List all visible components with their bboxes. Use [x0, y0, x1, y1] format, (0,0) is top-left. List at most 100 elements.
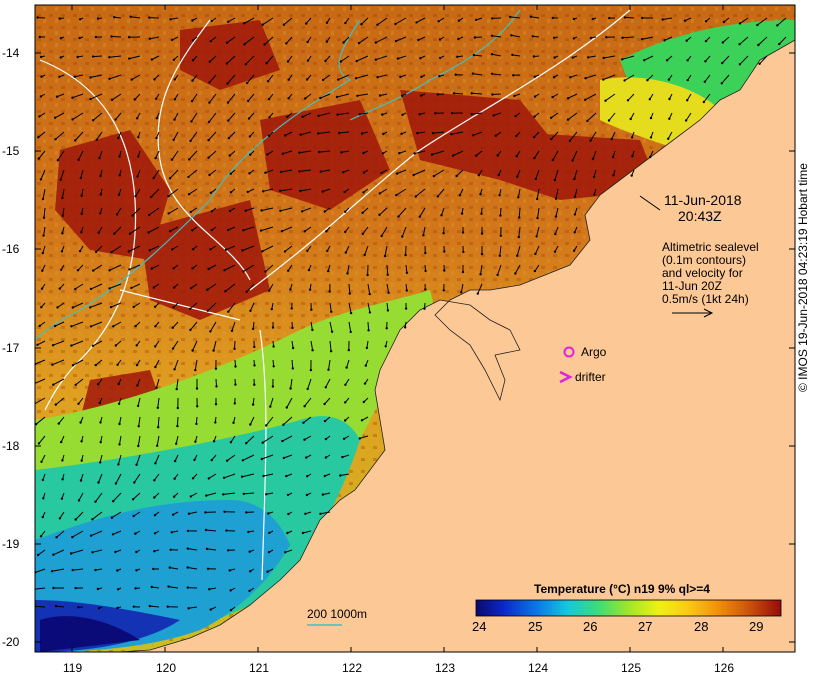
- velocity-arrow-head: [573, 231, 576, 234]
- velocity-arrow-head: [118, 174, 121, 177]
- velocity-arrow-head: [324, 386, 327, 389]
- velocity-arrow: [132, 492, 141, 500]
- velocity-arrow-head: [738, 43, 741, 46]
- velocity-arrow-head: [344, 251, 347, 254]
- velocity-arrow: [290, 378, 293, 389]
- velocity-arrow: [307, 378, 312, 390]
- velocity-arrow: [148, 226, 160, 233]
- velocity-arrow-head: [442, 289, 445, 292]
- velocity-arrow-head: [61, 232, 64, 235]
- velocity-arrow: [95, 245, 103, 253]
- velocity-arrow-head: [152, 286, 155, 289]
- velocity-arrow-head: [310, 308, 313, 311]
- velocity-arrow-head: [207, 120, 211, 124]
- velocity-arrow: [92, 264, 103, 272]
- velocity-arrow: [151, 586, 160, 589]
- velocity-arrow-head: [319, 512, 322, 515]
- velocity-arrow: [491, 53, 502, 57]
- velocity-arrow-head: [458, 193, 462, 197]
- velocity-arrow: [592, 150, 597, 160]
- velocity-arrow-head: [451, 154, 455, 157]
- velocity-arrow-head: [130, 78, 133, 81]
- velocity-arrow: [554, 226, 559, 235]
- velocity-arrow-head: [74, 586, 77, 590]
- velocity-arrow: [37, 131, 46, 138]
- velocity-arrow-head: [573, 195, 577, 198]
- velocity-arrow-head: [108, 269, 111, 272]
- velocity-arrow-head: [227, 136, 231, 140]
- velocity-arrow: [611, 131, 616, 140]
- altimetry-description: Altimetric sealevel (0.1m contours) and …: [662, 241, 759, 306]
- velocity-arrow-head: [233, 402, 236, 405]
- lat-label: -14: [2, 46, 20, 60]
- velocity-arrow-head: [77, 158, 80, 161]
- velocity-arrow-head: [668, 117, 671, 121]
- velocity-arrow-head: [593, 193, 596, 196]
- velocity-arrow-head: [228, 209, 232, 213]
- velocity-arrow-head: [209, 191, 213, 194]
- velocity-arrow-head: [553, 178, 557, 182]
- velocity-arrow-head: [303, 230, 306, 233]
- velocity-arrow: [208, 150, 217, 158]
- velocity-arrow: [111, 245, 122, 253]
- velocity-arrow: [361, 17, 369, 25]
- velocity-arrow: [357, 93, 369, 97]
- velocity-arrow: [281, 226, 293, 232]
- velocity-arrow: [241, 473, 255, 478]
- velocity-arrow: [58, 416, 65, 424]
- velocity-arrow: [299, 150, 312, 154]
- velocity-arrow-head: [702, 100, 706, 104]
- velocity-arrow-head: [109, 305, 113, 309]
- velocity-arrow-head: [602, 78, 605, 81]
- velocity-arrow-head: [722, 20, 726, 24]
- colorbar-tick: 26: [583, 619, 598, 634]
- velocity-arrow-head: [591, 157, 595, 161]
- velocity-arrow-head: [437, 20, 440, 23]
- velocity-arrow: [303, 416, 312, 424]
- velocity-arrow: [280, 188, 293, 192]
- velocity-arrow-head: [111, 533, 115, 536]
- velocity-arrow-head: [225, 529, 228, 532]
- land-mass: [119, 39, 795, 652]
- velocity-arrow-head: [264, 270, 267, 273]
- velocity-arrow-head: [243, 43, 246, 46]
- velocity-arrow: [533, 150, 540, 159]
- velocity-arrow: [95, 359, 103, 366]
- velocity-arrow-head: [460, 291, 463, 294]
- velocity-arrow: [267, 74, 274, 82]
- velocity-arrow-head: [134, 532, 137, 535]
- velocity-arrow: [395, 36, 407, 42]
- lat-label: -17: [2, 341, 20, 355]
- velocity-arrow: [283, 17, 293, 26]
- velocity-arrow-head: [99, 174, 102, 178]
- velocity-arrow-head: [363, 382, 367, 385]
- velocity-arrow-head: [35, 423, 38, 426]
- velocity-arrow-head: [344, 21, 347, 25]
- velocity-arrow-head: [195, 387, 199, 390]
- velocity-arrow-head: [112, 500, 115, 503]
- velocity-arrow-head: [55, 95, 59, 98]
- velocity-arrow-head: [665, 59, 669, 62]
- velocity-arrow-head: [234, 383, 237, 386]
- velocity-arrow-head: [514, 114, 517, 118]
- velocity-arrow-head: [71, 535, 74, 539]
- velocity-arrow: [243, 264, 255, 272]
- velocity-arrow-head: [155, 386, 158, 389]
- velocity-arrow-head: [303, 405, 306, 408]
- velocity-arrow: [90, 93, 103, 100]
- velocity-arrow: [92, 340, 103, 347]
- velocity-arrow: [62, 207, 65, 216]
- velocity-arrow: [537, 207, 540, 219]
- velocity-arrow-head: [266, 570, 269, 573]
- velocity-arrow-head: [191, 248, 195, 251]
- velocity-arrow-head: [99, 421, 102, 424]
- velocity-arrow-head: [721, 61, 724, 65]
- velocity-arrow: [348, 302, 352, 314]
- velocity-arrow-head: [323, 419, 327, 423]
- velocity-arrow: [154, 359, 160, 368]
- velocity-arrow-head: [509, 15, 512, 19]
- velocity-arrow-head: [339, 60, 343, 63]
- velocity-arrow-head: [397, 215, 400, 218]
- velocity-arrow-head: [365, 346, 369, 350]
